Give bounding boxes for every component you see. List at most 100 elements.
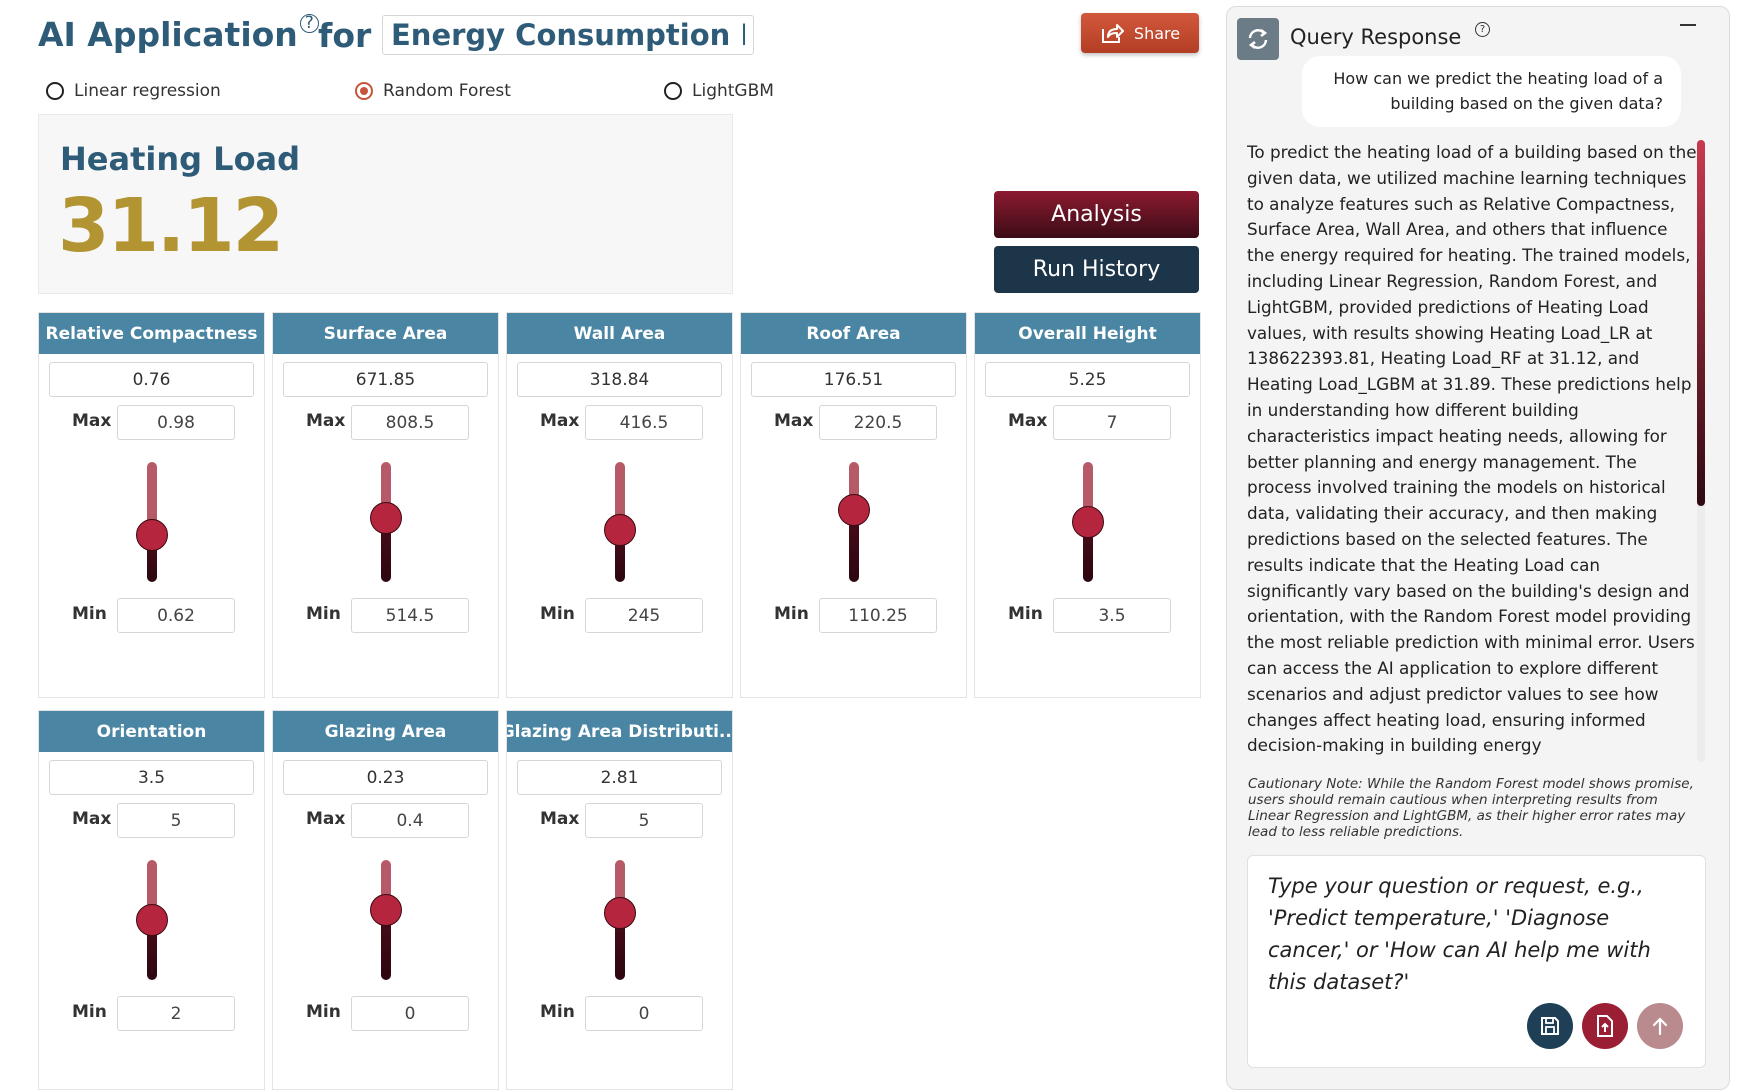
min-input[interactable] xyxy=(117,598,235,633)
slider-knob[interactable] xyxy=(838,494,870,526)
min-label: Min xyxy=(1008,604,1043,624)
prediction-card xyxy=(38,114,733,294)
max-input[interactable] xyxy=(117,405,235,440)
min-input[interactable] xyxy=(1053,598,1171,633)
minimize-icon[interactable] xyxy=(1680,24,1696,26)
radio-label: Random Forest xyxy=(383,81,511,101)
dataset-input[interactable] xyxy=(382,15,754,55)
feature-name: Roof Area xyxy=(741,313,966,354)
feature-name: Overall Height xyxy=(975,313,1200,354)
app-title: AI Application? xyxy=(38,14,319,54)
send-button[interactable] xyxy=(1637,1003,1683,1049)
title-help-icon[interactable]: ? xyxy=(299,14,319,33)
radio-dot xyxy=(46,82,64,100)
min-label: Min xyxy=(540,604,575,624)
radio-lightgbm[interactable]: LightGBM xyxy=(664,81,774,101)
refresh-arrows-icon xyxy=(1248,29,1268,49)
feature-card: Overall Height Max Min xyxy=(974,312,1201,698)
feature-card: Orientation Max Min xyxy=(38,710,265,1090)
analysis-button[interactable]: Analysis xyxy=(994,191,1199,238)
slider-knob[interactable] xyxy=(136,904,168,936)
feature-card: Relative Compactness Max Min xyxy=(38,312,265,698)
slider-knob[interactable] xyxy=(1072,506,1104,538)
max-label: Max xyxy=(306,411,346,431)
panel-help-icon[interactable]: ? xyxy=(1475,22,1490,37)
max-input[interactable] xyxy=(351,405,469,440)
feature-name: Surface Area xyxy=(273,313,498,354)
slider-knob[interactable] xyxy=(370,502,402,535)
feature-value-input[interactable] xyxy=(49,760,254,795)
feature-value-input[interactable] xyxy=(283,760,488,795)
slider-knob[interactable] xyxy=(370,894,402,927)
min-input[interactable] xyxy=(117,996,235,1031)
feature-name: Orientation xyxy=(39,711,264,752)
share-button[interactable]: Share xyxy=(1081,13,1199,53)
radio-label: LightGBM xyxy=(692,81,774,101)
feature-value-input[interactable] xyxy=(283,362,488,397)
feature-name: Glazing Area Distributi... xyxy=(507,711,732,752)
feature-value-input[interactable] xyxy=(49,362,254,397)
min-label: Min xyxy=(72,1002,107,1022)
min-label: Min xyxy=(306,1002,341,1022)
save-button[interactable] xyxy=(1527,1003,1573,1049)
radio-linear-regression[interactable]: Linear regression xyxy=(46,81,221,101)
slider-knob[interactable] xyxy=(604,514,636,547)
slider-knob[interactable] xyxy=(136,519,168,552)
feature-value-input[interactable] xyxy=(751,362,956,397)
radio-dot-selected xyxy=(355,82,373,100)
slider-knob[interactable] xyxy=(604,896,636,929)
panel-title: Query Response xyxy=(1290,25,1462,49)
save-icon xyxy=(1541,1017,1559,1035)
feature-card: Glazing Area Max Min xyxy=(272,710,499,1090)
min-input[interactable] xyxy=(585,598,703,633)
radio-random-forest[interactable]: Random Forest xyxy=(355,81,511,101)
min-label: Min xyxy=(306,604,341,624)
radio-dot xyxy=(664,82,682,100)
max-input[interactable] xyxy=(585,405,703,440)
max-input[interactable] xyxy=(351,803,469,838)
feature-card: Glazing Area Distributi... Max Min xyxy=(506,710,733,1090)
max-label: Max xyxy=(1008,411,1048,431)
upload-file-icon xyxy=(1597,1015,1613,1037)
max-input[interactable] xyxy=(1053,405,1171,440)
min-input[interactable] xyxy=(351,996,469,1031)
response-scrollbar-thumb[interactable] xyxy=(1697,140,1705,506)
prediction-value: 31.12 xyxy=(58,183,284,269)
max-label: Max xyxy=(72,809,112,829)
max-input[interactable] xyxy=(585,803,703,838)
feature-card: Surface Area Max Min xyxy=(272,312,499,698)
feature-value-input[interactable] xyxy=(517,760,722,795)
app-title-text: AI Application xyxy=(38,15,298,54)
feature-value-input[interactable] xyxy=(517,362,722,397)
run-history-button[interactable]: Run History xyxy=(994,246,1199,293)
feature-card: Roof Area Max Min xyxy=(740,312,967,698)
min-input[interactable] xyxy=(819,598,937,633)
max-label: Max xyxy=(774,411,814,431)
max-label: Max xyxy=(540,809,580,829)
feature-name: Wall Area xyxy=(507,313,732,354)
prediction-label: Heating Load xyxy=(60,140,301,178)
max-input[interactable] xyxy=(819,405,937,440)
prompt-input[interactable] xyxy=(1268,870,1688,1010)
feature-value-input[interactable] xyxy=(985,362,1190,397)
arrow-up-icon xyxy=(1652,1017,1668,1036)
min-input[interactable] xyxy=(351,598,469,633)
feature-card: Wall Area Max Min xyxy=(506,312,733,698)
max-label: Max xyxy=(540,411,580,431)
refresh-icon[interactable] xyxy=(1237,18,1279,60)
min-label: Min xyxy=(72,604,107,624)
share-icon xyxy=(1101,24,1124,43)
user-message-bubble: How can we predict the heating load of a… xyxy=(1302,56,1681,127)
max-label: Max xyxy=(72,411,112,431)
min-input[interactable] xyxy=(585,996,703,1031)
response-text: To predict the heating load of a buildin… xyxy=(1247,142,1697,756)
min-label: Min xyxy=(774,604,809,624)
cautionary-note: Cautionary Note: While the Random Forest… xyxy=(1248,776,1694,840)
upload-file-button[interactable] xyxy=(1582,1003,1628,1049)
max-input[interactable] xyxy=(117,803,235,838)
feature-name: Relative Compactness xyxy=(39,313,264,354)
radio-label: Linear regression xyxy=(74,81,221,101)
max-label: Max xyxy=(306,809,346,829)
feature-name: Glazing Area xyxy=(273,711,498,752)
for-label: for xyxy=(318,16,372,55)
